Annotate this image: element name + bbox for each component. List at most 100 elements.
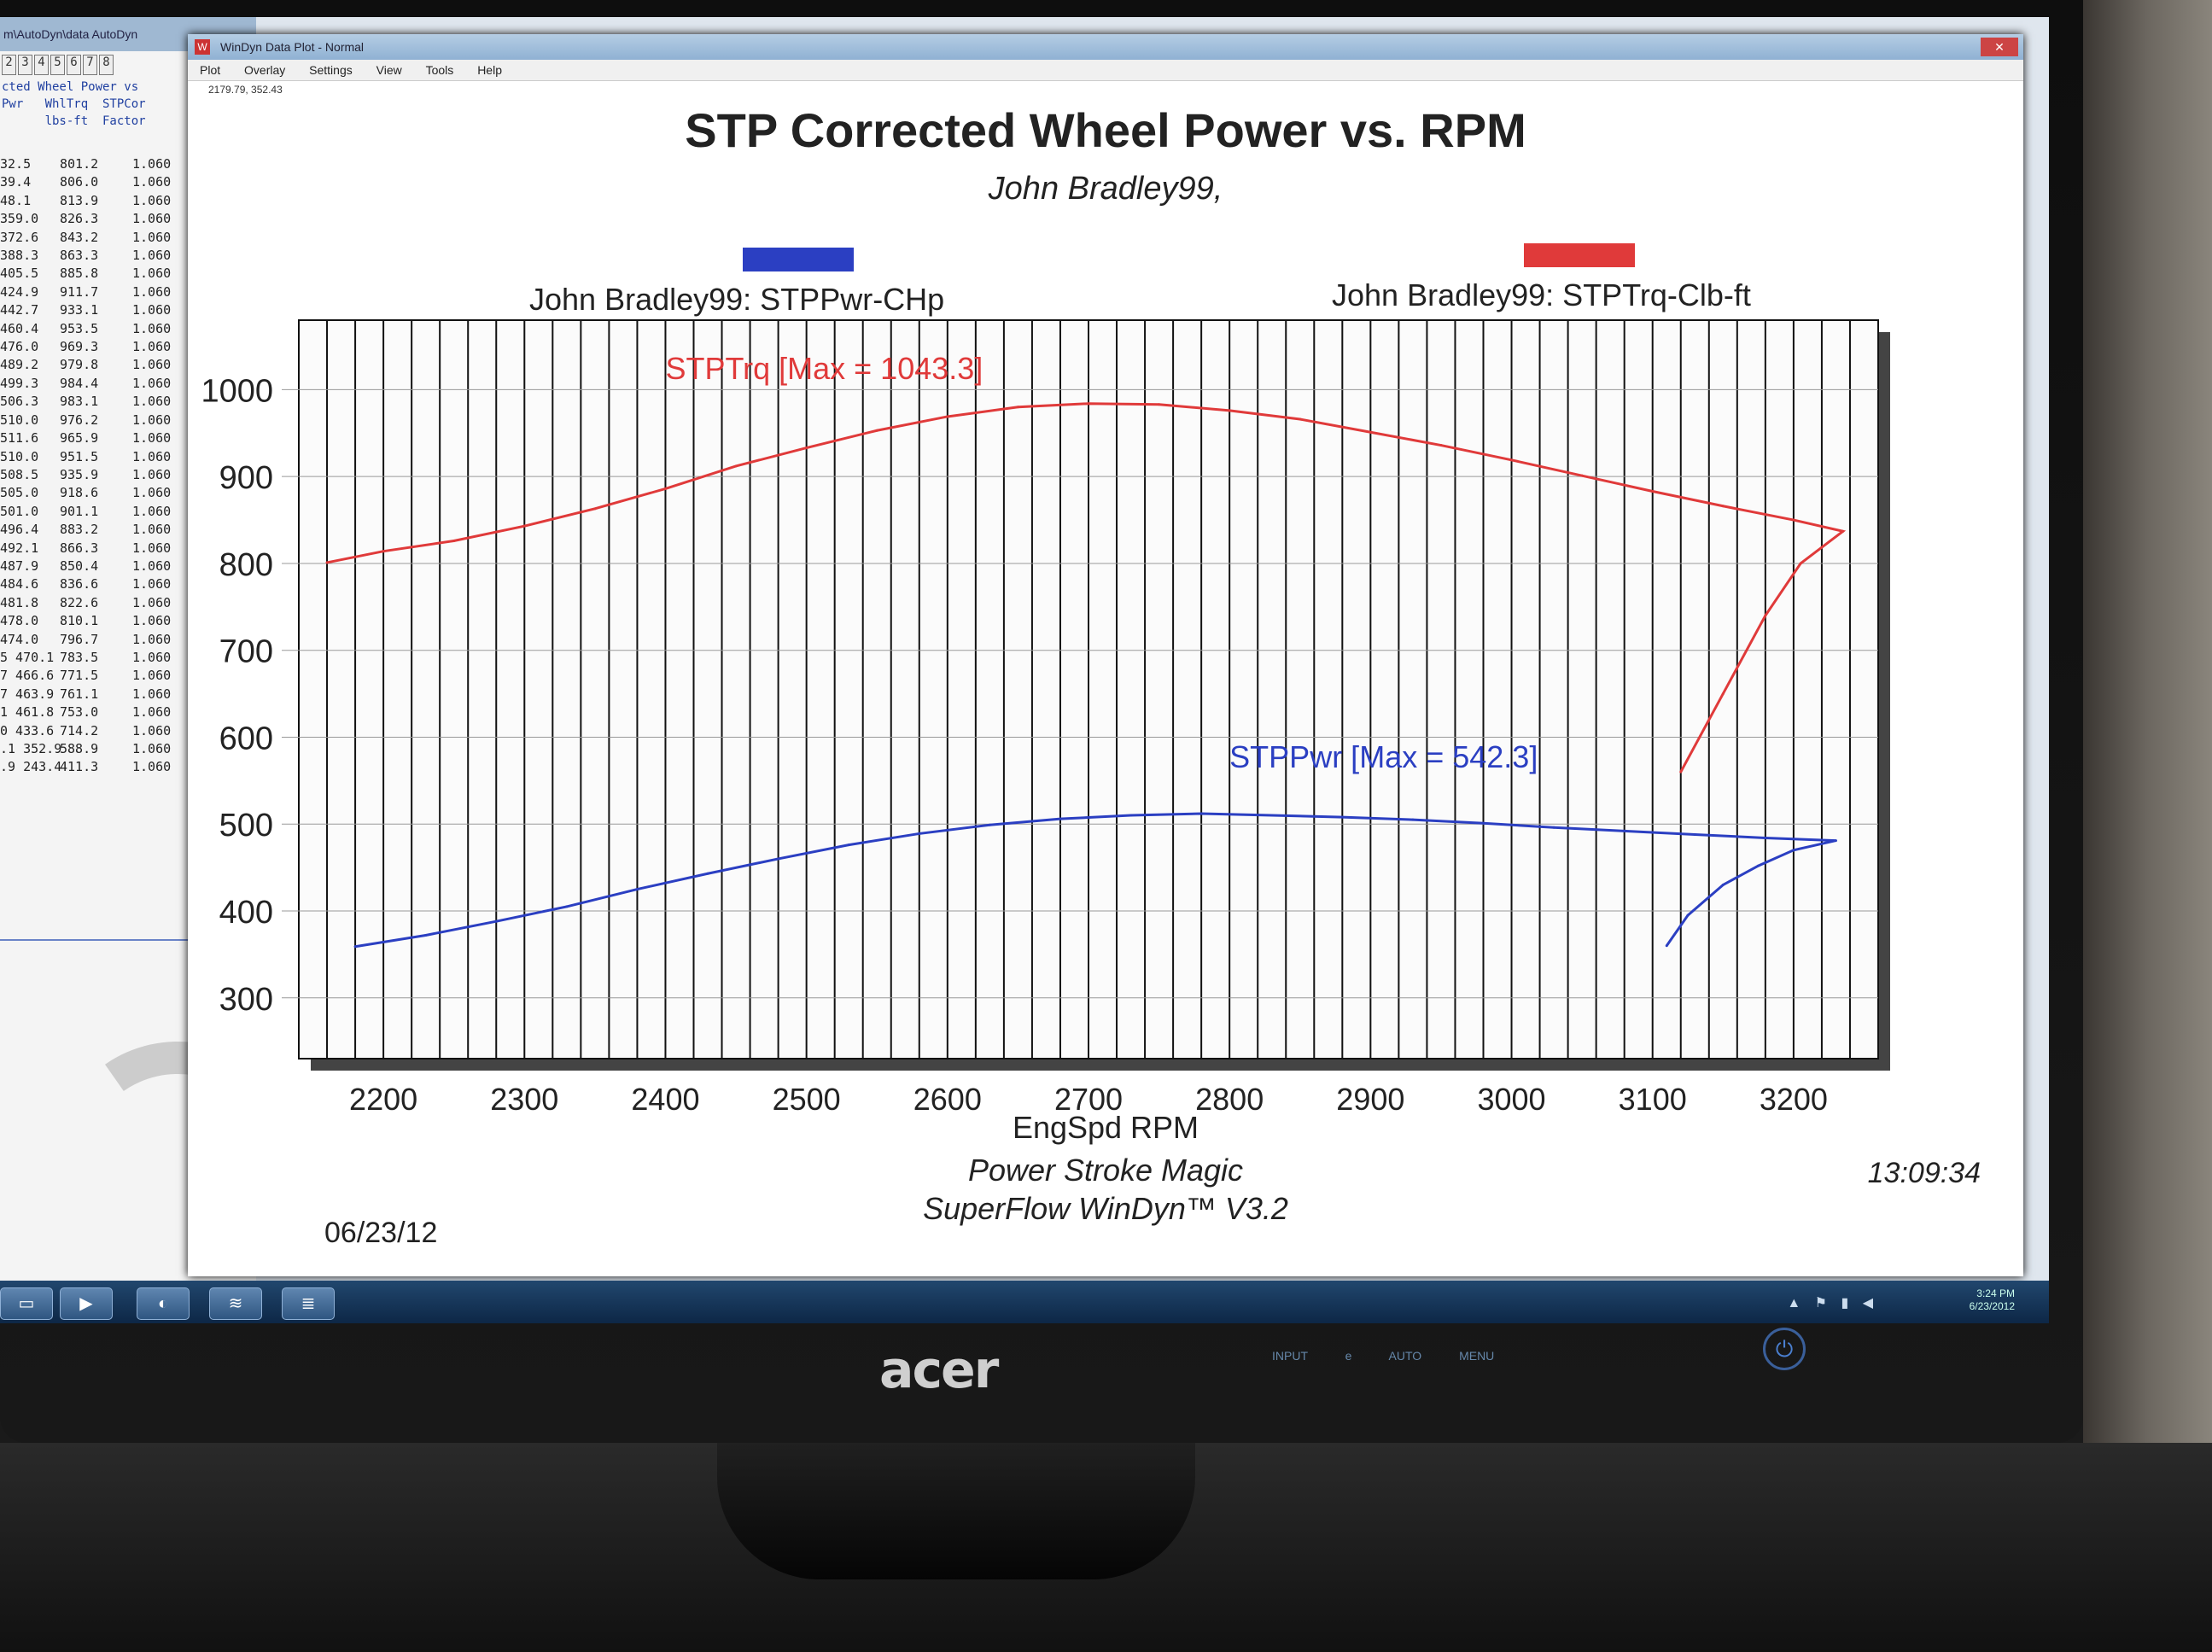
legend-label-power: John Bradley99: STPPwr-CHp bbox=[529, 282, 945, 317]
table-row: 405.5 885.8 1.060 bbox=[0, 265, 256, 283]
table-cell: 935.9 bbox=[60, 466, 99, 482]
results-tab[interactable]: 6 bbox=[67, 55, 81, 75]
results-tab[interactable]: 2 bbox=[2, 55, 16, 75]
menu-help[interactable]: Help bbox=[477, 63, 502, 77]
results-tab[interactable]: 4 bbox=[34, 55, 49, 75]
table-cell: 1.060 bbox=[132, 522, 172, 538]
taskbar-windyn-icon[interactable]: ≣ bbox=[282, 1287, 335, 1320]
x-tick-label: 2700 bbox=[1054, 1082, 1123, 1117]
table-cell: 826.3 bbox=[60, 211, 99, 227]
taskbar-app-icon[interactable]: ◐ bbox=[137, 1287, 190, 1320]
table-cell: 487.9 bbox=[0, 557, 39, 574]
table-cell: 1.060 bbox=[132, 668, 172, 684]
menu-plot[interactable]: Plot bbox=[200, 63, 221, 77]
table-cell: 1.060 bbox=[132, 156, 172, 172]
footer-line-1: Power Stroke Magic bbox=[967, 1153, 1244, 1188]
data-point bbox=[565, 905, 569, 908]
table-cell: 885.8 bbox=[60, 266, 99, 282]
table-cell: 1.060 bbox=[132, 613, 172, 629]
close-icon[interactable]: ✕ bbox=[1981, 38, 2018, 56]
window-title: WinDyn Data Plot - Normal bbox=[220, 40, 365, 54]
table-cell: 1.060 bbox=[132, 357, 172, 373]
table-cell: 953.5 bbox=[60, 320, 99, 336]
table-cell: 1.060 bbox=[132, 412, 172, 428]
table-cell: 7 466.6 bbox=[0, 668, 55, 684]
table-row: 496.4 883.2 1.060 bbox=[0, 521, 256, 539]
table-cell: 1.060 bbox=[132, 229, 172, 245]
table-cell: 505.0 bbox=[0, 485, 39, 501]
table-cell: 510.0 bbox=[0, 448, 39, 464]
table-cell: 478.0 bbox=[0, 613, 39, 629]
plot-area: 300 400 500 600 700 800 900 1000 2200 2300 2400 250… bbox=[201, 319, 1890, 1117]
data-point bbox=[663, 487, 667, 490]
taskbar-folder-icon[interactable]: ▭ bbox=[0, 1287, 53, 1320]
table-cell: 866.3 bbox=[60, 540, 99, 556]
data-point bbox=[1834, 839, 1837, 843]
data-point bbox=[706, 872, 709, 875]
table-cell: 1.060 bbox=[132, 466, 172, 482]
data-point bbox=[424, 933, 428, 937]
data-point bbox=[1623, 829, 1626, 832]
data-point bbox=[1686, 914, 1690, 917]
table-cell: 836.6 bbox=[60, 576, 99, 593]
menu-view[interactable]: View bbox=[376, 63, 402, 77]
table-cell: 32.5 bbox=[0, 156, 32, 172]
table-cell: 771.5 bbox=[60, 668, 99, 684]
y-tick-label: 800 bbox=[219, 547, 273, 583]
menu-overlay[interactable]: Overlay bbox=[244, 63, 286, 77]
power-icon[interactable]: ⏻ bbox=[1763, 1328, 1806, 1370]
results-tab[interactable]: 3 bbox=[18, 55, 32, 75]
table-cell: .9 243.4 bbox=[0, 759, 62, 775]
data-point bbox=[946, 415, 949, 418]
series-annotation: STPPwr [Max = 542.3] bbox=[1229, 739, 1538, 774]
table-row: 489.2 979.8 1.060 bbox=[0, 356, 256, 374]
table-cell: 1.060 bbox=[132, 174, 172, 190]
taskbar-media-icon[interactable]: ▶ bbox=[60, 1287, 113, 1320]
results-tab[interactable]: 8 bbox=[99, 55, 114, 75]
data-point bbox=[1552, 826, 1555, 829]
results-tab[interactable]: 5 bbox=[50, 55, 65, 75]
table-row: 481.8 822.6 1.060 bbox=[0, 594, 256, 612]
data-point bbox=[875, 429, 878, 432]
results-header: cted Wheel Power vs Pwr WhlTrq STPCor lb… bbox=[0, 79, 256, 130]
plot-time: 13:09:34 bbox=[1867, 1157, 1981, 1189]
x-tick-label: 2500 bbox=[773, 1082, 841, 1117]
menubar: Plot Overlay Settings View Tools Help bbox=[188, 60, 2023, 81]
data-point bbox=[1764, 614, 1767, 617]
data-point bbox=[452, 539, 456, 542]
table-cell: 388.3 bbox=[0, 248, 39, 264]
table-cell: 481.8 bbox=[0, 594, 39, 610]
table-row: 506.3 983.1 1.060 bbox=[0, 393, 256, 411]
y-tick-label: 600 bbox=[219, 721, 273, 756]
tray-clock[interactable]: 3:24 PM 6/23/2012 bbox=[1970, 1287, 2015, 1313]
table-cell: 511.6 bbox=[0, 430, 39, 447]
table-row: 492.1 866.3 1.060 bbox=[0, 540, 256, 557]
table-row: 501.0 901.1 1.060 bbox=[0, 503, 256, 521]
table-cell: 476.0 bbox=[0, 339, 39, 355]
data-point bbox=[734, 464, 738, 468]
table-cell: 983.1 bbox=[60, 394, 99, 410]
data-point bbox=[1510, 458, 1514, 462]
data-point bbox=[1792, 518, 1795, 522]
window-titlebar[interactable]: W WinDyn Data Plot - Normal ✕ bbox=[188, 34, 2023, 60]
data-point bbox=[1270, 814, 1274, 817]
table-cell: 506.3 bbox=[0, 394, 39, 410]
table-row: 508.5 935.9 1.060 bbox=[0, 466, 256, 484]
table-cell: 492.1 bbox=[0, 540, 39, 556]
table-cell: 863.3 bbox=[60, 248, 99, 264]
table-row: 0 433.6 714.2 1.060 bbox=[0, 722, 256, 740]
taskbar-superflow-icon[interactable]: ≋ bbox=[209, 1287, 262, 1320]
menu-tools[interactable]: Tools bbox=[425, 63, 454, 77]
data-point bbox=[1651, 489, 1655, 493]
table-cell: 1.060 bbox=[132, 375, 172, 391]
data-point bbox=[494, 919, 498, 923]
results-tab[interactable]: 7 bbox=[83, 55, 97, 75]
menu-settings[interactable]: Settings bbox=[309, 63, 353, 77]
table-cell: 1.060 bbox=[132, 594, 172, 610]
data-point bbox=[1087, 402, 1090, 406]
data-point bbox=[1411, 818, 1415, 821]
tray-icons[interactable]: ▲ ⚑ ▮ ◀ bbox=[1787, 1296, 1878, 1311]
background-wall bbox=[2083, 0, 2212, 1652]
monitor-brand-logo: acer bbox=[879, 1340, 999, 1400]
